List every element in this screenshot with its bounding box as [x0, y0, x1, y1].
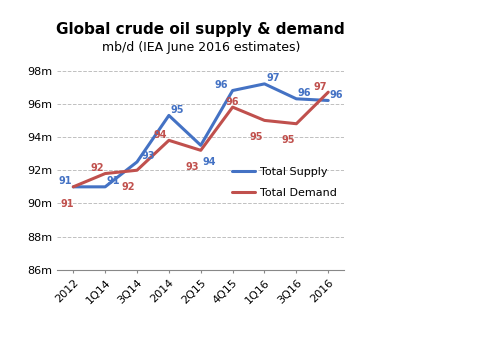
Text: 96: 96 [330, 90, 343, 100]
Text: 95: 95 [171, 105, 184, 115]
Total Supply [230, 89, 236, 93]
Total Supply [70, 185, 76, 189]
Total Demand [70, 185, 76, 189]
Text: 91: 91 [61, 199, 75, 209]
Text: 92: 92 [122, 182, 135, 192]
Text: 91: 91 [107, 176, 120, 186]
Total Supply [166, 113, 172, 118]
Text: 96: 96 [226, 97, 239, 107]
Total Demand [326, 90, 331, 94]
Total Supply [326, 98, 331, 102]
Text: 92: 92 [90, 163, 104, 173]
Line: Total Supply: Total Supply [73, 84, 328, 187]
Text: 97: 97 [266, 73, 280, 83]
Text: 95: 95 [281, 135, 295, 145]
Total Demand [166, 138, 172, 143]
Text: 95: 95 [250, 132, 263, 142]
Line: Total Demand: Total Demand [73, 92, 328, 187]
Total Demand [102, 172, 108, 176]
Text: 94: 94 [202, 157, 216, 167]
Total Demand [230, 105, 236, 109]
Text: 91: 91 [58, 176, 72, 186]
Text: 97: 97 [313, 82, 326, 92]
Legend: Total Supply, Total Demand: Total Supply, Total Demand [228, 163, 341, 203]
Total Supply [102, 185, 108, 189]
Total Demand [261, 118, 267, 122]
Total Supply [261, 82, 267, 86]
Text: 96: 96 [215, 80, 228, 90]
Total Supply [198, 143, 204, 147]
Total Demand [293, 122, 299, 126]
Text: Global crude oil supply & demand: Global crude oil supply & demand [56, 22, 345, 37]
Text: 93: 93 [185, 162, 199, 172]
Total Demand [134, 168, 140, 172]
Total Supply [293, 97, 299, 101]
Total Demand [198, 148, 204, 152]
Text: mb/d (IEA June 2016 estimates): mb/d (IEA June 2016 estimates) [101, 41, 300, 54]
Total Supply [134, 160, 140, 164]
Text: 93: 93 [141, 151, 155, 161]
Text: 94: 94 [154, 130, 167, 140]
Text: 96: 96 [298, 88, 312, 98]
